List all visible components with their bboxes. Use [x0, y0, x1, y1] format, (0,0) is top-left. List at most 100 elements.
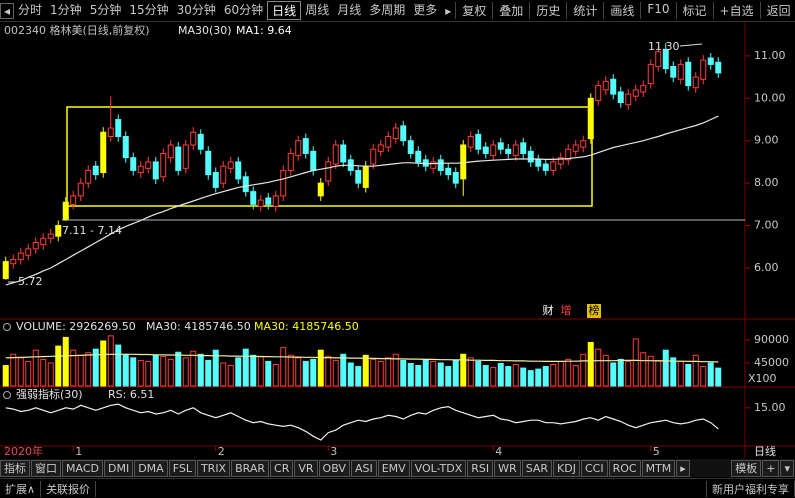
indicator-tab[interactable]: DMI	[103, 459, 134, 477]
back-arrow[interactable]: ◂	[0, 2, 15, 19]
indicator-tab[interactable]: OBV	[318, 459, 350, 477]
indicator-tab[interactable]: FSL	[168, 459, 196, 477]
tool-button[interactable]: 叠加	[492, 2, 529, 19]
y-tick-label: 15.00	[754, 401, 786, 414]
candle-body	[325, 161, 332, 182]
candle-body	[430, 161, 437, 169]
tool-button[interactable]: 历史	[529, 2, 566, 19]
footer-button[interactable]: 关联报价	[41, 480, 97, 497]
volume-bar	[10, 353, 17, 387]
more-arrow[interactable]: ▸	[445, 3, 452, 18]
candle-body	[2, 261, 9, 280]
volume-bar	[647, 355, 654, 387]
indicator-tab[interactable]: WR	[494, 459, 521, 477]
tab-tool[interactable]: +	[762, 459, 780, 477]
candle-body	[32, 242, 39, 250]
candle-body	[415, 150, 422, 163]
volume-bar	[520, 367, 527, 387]
period-tab[interactable]: 日线	[267, 1, 302, 20]
indicator-tab[interactable]: RSI	[467, 459, 494, 477]
candle-body	[55, 225, 62, 237]
tabs-arrow[interactable]: ▸	[676, 459, 690, 477]
indicator-tab[interactable]: 窗口	[31, 459, 61, 477]
volume-bar	[175, 351, 182, 387]
legend-entry: MA30: 4185746.50	[254, 320, 359, 333]
x-tick-label: 4	[495, 445, 502, 458]
indicator-tab[interactable]: VR	[294, 459, 318, 477]
x-tick-label: 5	[653, 445, 660, 458]
period-tab[interactable]: 分时	[18, 3, 43, 17]
volume-bar	[602, 354, 609, 387]
indicator-tab[interactable]: VOL-TDX	[410, 459, 467, 477]
volume-bar	[617, 358, 624, 387]
candle-body	[497, 142, 504, 150]
volume-bar	[662, 349, 669, 387]
period-tab[interactable]: 更多	[413, 3, 438, 17]
candle-body	[92, 165, 99, 176]
candle-body	[280, 169, 287, 197]
indicator-tab[interactable]: SAR	[521, 459, 553, 477]
candle-body	[580, 140, 587, 148]
period-tab[interactable]: 1分钟	[50, 3, 82, 17]
candle-body	[707, 57, 714, 65]
indicator-tab[interactable]: 指标	[0, 459, 30, 477]
candle-body	[445, 167, 452, 176]
indicator-tab[interactable]: DMA	[134, 459, 168, 477]
candle-body	[220, 165, 227, 184]
period-tab[interactable]: 月线	[337, 3, 362, 17]
period-tab[interactable]: 周线	[305, 3, 330, 17]
tool-button[interactable]: 统计	[566, 2, 603, 19]
tool-button[interactable]: 画线	[603, 2, 640, 19]
x-tick-label: 2	[218, 445, 225, 458]
indicator-tab[interactable]: KDJ	[553, 459, 580, 477]
indicator-tab[interactable]: EMV	[377, 459, 410, 477]
panel-icon	[3, 391, 11, 399]
footer-button[interactable]: 扩展∧	[0, 480, 42, 497]
indicator-tab[interactable]: ASI	[350, 459, 377, 477]
candle-body	[482, 146, 489, 154]
candle-body	[595, 85, 602, 101]
price-annotation: 7.11 - 7.14	[62, 224, 122, 237]
candle-body	[287, 152, 294, 171]
tool-button[interactable]: F10	[640, 2, 675, 19]
indicator-tab[interactable]: BRAR	[231, 459, 270, 477]
badge-bg	[587, 304, 601, 318]
candle-body	[587, 97, 594, 140]
volume-bar	[287, 354, 294, 387]
tabs-dropdown[interactable]: ▾	[780, 459, 794, 477]
legend-entry: MA30(30)	[178, 24, 232, 37]
volume-bar	[385, 357, 392, 387]
period-tab[interactable]: 多周期	[369, 3, 406, 17]
tool-button[interactable]: 复权	[455, 2, 492, 19]
volume-bar	[445, 366, 452, 387]
volume-bar	[272, 364, 279, 387]
volume-bar	[332, 359, 339, 387]
tool-button[interactable]: 标记	[675, 2, 713, 19]
indicator-tab[interactable]: ROC	[608, 459, 641, 477]
indicator-tab[interactable]: TRIX	[196, 459, 231, 477]
volume-bar	[355, 366, 362, 387]
y-tick-label: 11.00	[754, 49, 786, 62]
volume-bar	[145, 360, 152, 387]
period-tab[interactable]: 5分钟	[89, 3, 122, 17]
volume-bar	[452, 359, 459, 387]
indicator-tab[interactable]: CR	[270, 459, 294, 477]
panel-title: 强弱指标(30)	[16, 387, 83, 401]
candle-body	[317, 182, 324, 197]
tool-button[interactable]: +自选	[712, 2, 760, 19]
tool-button[interactable]: 返回	[759, 2, 795, 19]
period-tab[interactable]: 15分钟	[129, 3, 169, 17]
tabs-tools: 模板 +	[731, 459, 780, 477]
promo[interactable]: 新用户福利专享	[706, 480, 795, 497]
chart-title: 002340 格林美(日线,前复权)	[4, 23, 150, 37]
candle-body	[437, 159, 444, 171]
period-tab[interactable]: 30分钟	[176, 3, 216, 17]
candle-body	[332, 144, 339, 165]
indicator-tab[interactable]: MACD	[62, 459, 103, 477]
indicator-tab[interactable]: MTM	[641, 459, 676, 477]
price-annotation: 5.72	[18, 275, 43, 288]
candle-body	[385, 135, 392, 148]
period-tab[interactable]: 60分钟	[223, 3, 264, 17]
tab-tool[interactable]: 模板	[731, 459, 762, 477]
indicator-tab[interactable]: CCI	[580, 459, 608, 477]
